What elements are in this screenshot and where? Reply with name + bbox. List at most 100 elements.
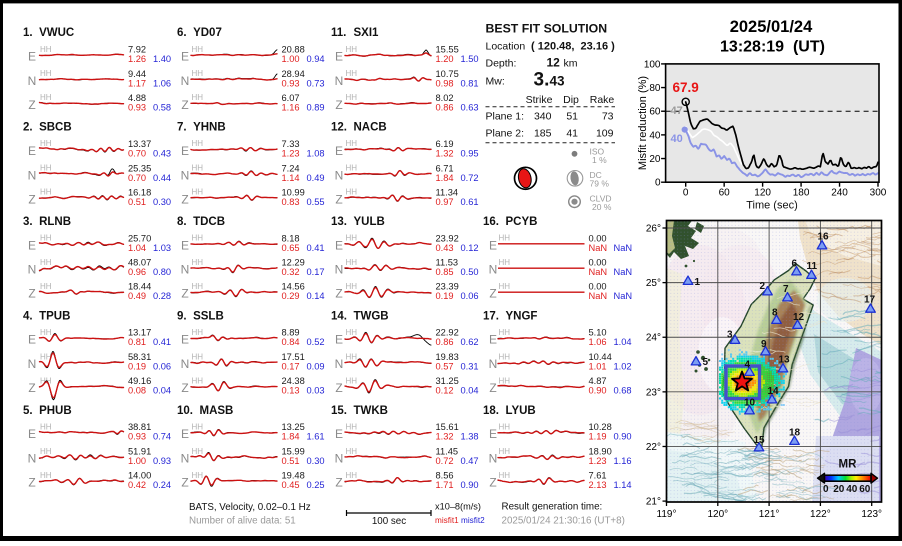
svg-text:21°: 21° [646,497,661,508]
svg-text:0.62: 0.62 [461,337,479,347]
svg-text:Z: Z [335,287,342,301]
svg-text:0.93: 0.93 [128,432,146,442]
svg-text:1.23: 1.23 [282,148,300,158]
svg-text:15: 15 [754,435,766,446]
svg-text:0: 0 [683,188,689,199]
svg-text:18: 18 [789,428,801,439]
svg-text:Z: Z [28,476,35,490]
svg-text:HH: HH [192,164,204,173]
svg-text:1.16: 1.16 [614,456,632,466]
svg-text:HH: HH [192,422,204,431]
svg-text:0: 0 [823,484,829,495]
svg-text:0.00: 0.00 [589,282,607,292]
svg-text:YULB: YULB [353,216,384,228]
svg-text:9.44: 9.44 [128,69,146,79]
svg-text:0.12: 0.12 [436,386,454,396]
svg-text:13.37: 13.37 [128,139,151,149]
svg-text:0.86: 0.86 [436,337,454,347]
svg-text:47: 47 [671,105,683,117]
svg-text:0.93: 0.93 [282,78,300,88]
svg-text:HH: HH [40,422,52,431]
svg-text:HH: HH [346,258,358,267]
svg-text:VWUC: VWUC [39,27,74,39]
svg-text:0.08: 0.08 [128,386,146,396]
svg-text:HH: HH [346,282,358,291]
svg-text:13.: 13. [331,216,347,228]
svg-text:11.: 11. [331,27,346,39]
svg-text:BATS, Velocity, 0.02–0.1 Hz: BATS, Velocity, 0.02–0.1 Hz [189,502,311,513]
svg-text:0.61: 0.61 [461,197,479,207]
svg-text:11.34: 11.34 [436,187,459,197]
svg-text:1.19: 1.19 [589,432,607,442]
svg-text:1.00: 1.00 [128,456,146,466]
svg-text:Mw:: Mw: [486,76,505,88]
svg-text:Z: Z [181,287,188,301]
svg-text:HH: HH [499,282,511,291]
svg-text:2025/01/24: 2025/01/24 [730,18,813,36]
svg-text:HH: HH [192,139,204,148]
svg-text:14.: 14. [331,310,347,322]
svg-text:25.70: 25.70 [128,233,151,243]
svg-text:Strike: Strike [526,94,553,106]
svg-text:HH: HH [40,471,52,480]
svg-text:HH: HH [499,328,511,337]
svg-text:9.: 9. [177,310,187,322]
svg-text:10.99: 10.99 [282,187,305,197]
svg-text:0.28: 0.28 [153,291,171,301]
svg-text:100 sec: 100 sec [372,516,406,527]
svg-text:0.47: 0.47 [461,456,479,466]
svg-text:0.43: 0.43 [436,243,454,253]
svg-text:12.: 12. [331,122,347,134]
svg-text:15.55: 15.55 [436,45,459,55]
svg-text:N: N [28,452,37,466]
svg-text:NaN: NaN [614,243,633,253]
svg-text:14.56: 14.56 [282,282,305,292]
svg-text:E: E [335,144,343,158]
svg-text:11.45: 11.45 [436,447,459,457]
svg-text:0.70: 0.70 [128,173,146,183]
svg-text:121°: 121° [759,509,780,520]
svg-text:E: E [335,427,343,441]
svg-text:RLNB: RLNB [39,216,71,228]
svg-text:60: 60 [649,107,661,118]
svg-text:0.97: 0.97 [436,197,454,207]
svg-text:Rake: Rake [590,94,615,106]
svg-text:PHUB: PHUB [39,405,72,417]
svg-text:HH: HH [40,139,52,148]
svg-text:12: 12 [547,56,561,70]
svg-text:51: 51 [566,111,578,123]
svg-text:28.94: 28.94 [282,69,305,79]
svg-text:HH: HH [346,376,358,385]
svg-text:6.07: 6.07 [282,93,300,103]
svg-text:0.13: 0.13 [282,386,300,396]
svg-text:N: N [181,357,190,371]
svg-text:16.18: 16.18 [128,187,151,197]
svg-text:0.74: 0.74 [153,432,171,442]
svg-text:18.90: 18.90 [589,447,612,457]
svg-text:HH: HH [346,188,358,197]
svg-text:km: km [564,58,578,70]
svg-text:0.55: 0.55 [307,197,325,207]
svg-text:10: 10 [744,398,756,409]
svg-text:0.43: 0.43 [153,148,171,158]
svg-text:13.25: 13.25 [282,422,305,432]
svg-text:YD07: YD07 [193,27,222,39]
svg-text:HH: HH [40,258,52,267]
svg-text:N: N [181,263,190,277]
svg-text:0.90: 0.90 [614,432,632,442]
svg-text:E: E [335,238,343,252]
svg-text:E: E [28,333,36,347]
svg-text:6.: 6. [177,27,187,39]
svg-text:0.19: 0.19 [128,362,146,372]
svg-text:122°: 122° [810,509,831,520]
svg-text:0.29: 0.29 [282,291,300,301]
svg-text:E: E [335,333,343,347]
svg-text:E: E [181,144,189,158]
svg-text:Dip: Dip [563,94,579,106]
svg-text:Z: Z [335,476,342,490]
svg-text:1: 1 [695,277,701,288]
svg-text:0.80: 0.80 [153,267,171,277]
svg-text:0.65: 0.65 [282,243,300,253]
svg-text:HH: HH [499,471,511,480]
svg-text:1.14: 1.14 [282,173,300,183]
